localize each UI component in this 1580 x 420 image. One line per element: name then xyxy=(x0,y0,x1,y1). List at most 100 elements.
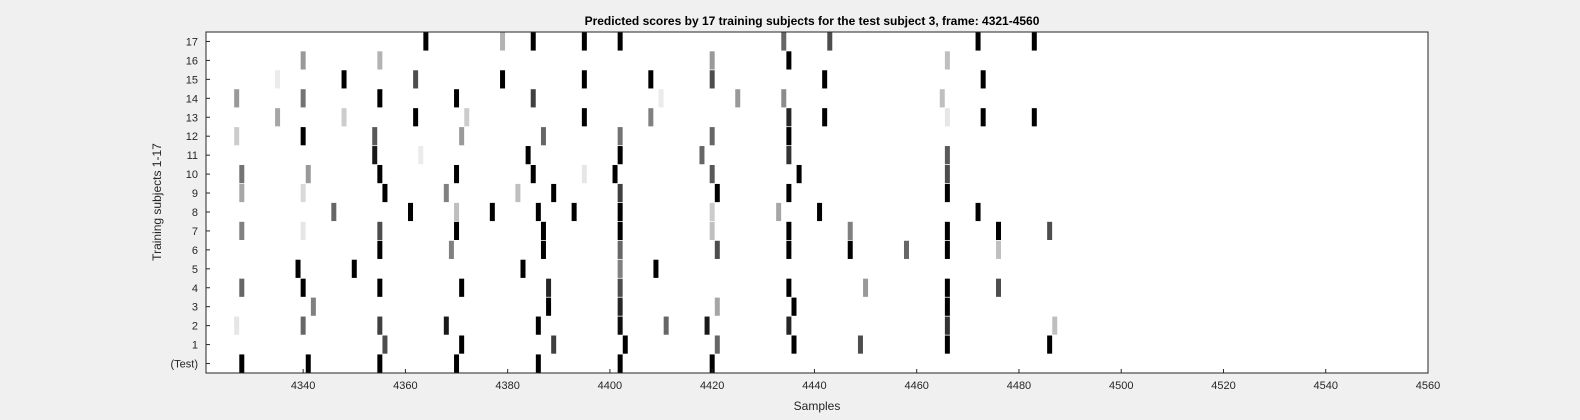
x-tick-label-4340: 4340 xyxy=(291,380,315,392)
score-mark-row-6-9 xyxy=(996,240,1002,259)
score-mark-row-11-3 xyxy=(617,146,623,165)
score-mark-row-9-2 xyxy=(382,183,388,203)
score-mark-row-8-6 xyxy=(617,202,623,222)
score-mark-row-test-4 xyxy=(535,354,541,373)
plot-area xyxy=(205,31,1429,374)
y-tick-label-1: 1 xyxy=(192,340,198,352)
score-mark-row-16-1 xyxy=(377,51,383,70)
score-mark-row-2-10 xyxy=(1052,316,1058,335)
x-tick-label-4360: 4360 xyxy=(393,380,417,392)
score-mark-row-17-1 xyxy=(500,32,506,51)
score-mark-row-8-8 xyxy=(776,202,782,222)
score-mark-row-8-10 xyxy=(975,202,981,222)
y-tick-label-5: 5 xyxy=(192,264,198,276)
score-mark-row-9-9 xyxy=(944,183,950,203)
score-mark-row-7-5 xyxy=(617,221,623,241)
score-mark-row-12-6 xyxy=(709,127,715,146)
score-mark-row-3-0 xyxy=(310,297,316,316)
score-mark-row-10-4 xyxy=(530,164,536,184)
score-mark-row-13-3 xyxy=(464,108,470,127)
x-tick-label-4460: 4460 xyxy=(904,380,928,392)
y-tick-label-8: 8 xyxy=(192,207,198,219)
score-mark-row-6-3 xyxy=(617,240,623,259)
score-mark-row-test-5 xyxy=(617,354,623,373)
score-mark-row-2-2 xyxy=(377,316,383,335)
score-mark-row-10-5 xyxy=(581,164,587,184)
score-mark-row-1-3 xyxy=(622,335,628,354)
score-mark-row-6-5 xyxy=(786,240,792,259)
score-mark-row-7-6 xyxy=(709,221,715,241)
score-mark-row-2-8 xyxy=(786,316,792,335)
score-mark-row-11-0 xyxy=(372,146,378,165)
score-mark-row-9-0 xyxy=(239,183,245,203)
score-mark-row-1-0 xyxy=(382,335,388,354)
score-mark-row-4-5 xyxy=(617,278,623,297)
score-mark-row-4-7 xyxy=(863,278,869,297)
score-mark-row-17-7 xyxy=(975,32,981,51)
score-mark-row-13-5 xyxy=(648,108,654,127)
x-tick-label-4520: 4520 xyxy=(1211,380,1235,392)
score-mark-row-14-3 xyxy=(454,89,460,108)
score-mark-row-14-0 xyxy=(234,89,240,108)
score-mark-row-2-3 xyxy=(443,316,449,335)
score-mark-row-12-2 xyxy=(372,127,378,146)
y-tick-label-9: 9 xyxy=(192,188,198,200)
score-mark-row-15-7 xyxy=(822,70,828,89)
x-tick-label-4540: 4540 xyxy=(1313,380,1337,392)
score-mark-row-8-3 xyxy=(489,202,495,222)
x-tick-label-4480: 4480 xyxy=(1007,380,1031,392)
score-mark-row-16-4 xyxy=(944,51,950,70)
plot-border xyxy=(205,31,1429,374)
score-mark-row-3-2 xyxy=(617,297,623,316)
score-mark-row-15-2 xyxy=(413,70,419,89)
score-mark-row-test-2 xyxy=(377,354,383,373)
y-tick-label-10: 10 xyxy=(186,169,198,181)
score-mark-row-13-10 xyxy=(1031,108,1037,127)
score-mark-row-1-2 xyxy=(551,335,557,354)
score-mark-row-9-7 xyxy=(714,183,720,203)
score-mark-row-6-2 xyxy=(540,240,546,259)
score-mark-row-11-5 xyxy=(786,146,792,165)
score-mark-row-2-5 xyxy=(617,316,623,335)
y-tick-label-2: 2 xyxy=(192,321,198,333)
score-mark-row-17-6 xyxy=(827,32,833,51)
score-mark-row-7-2 xyxy=(377,221,383,241)
score-mark-row-5-4 xyxy=(653,259,659,278)
score-mark-row-8-9 xyxy=(817,202,823,222)
x-tick-label-4500: 4500 xyxy=(1109,380,1133,392)
score-mark-row-10-3 xyxy=(454,164,460,184)
y-tick-label-6: 6 xyxy=(192,245,198,257)
score-mark-row-13-9 xyxy=(980,108,986,127)
score-mark-row-15-5 xyxy=(648,70,654,89)
score-mark-row-2-0 xyxy=(234,316,240,335)
score-mark-row-11-4 xyxy=(699,146,705,165)
score-mark-row-10-6 xyxy=(612,164,618,184)
score-mark-row-14-1 xyxy=(300,89,306,108)
score-mark-row-4-9 xyxy=(996,278,1002,297)
score-mark-row-1-6 xyxy=(857,335,863,354)
score-mark-row-7-4 xyxy=(540,221,546,241)
score-mark-row-5-2 xyxy=(520,259,526,278)
score-mark-row-7-10 xyxy=(996,221,1002,241)
score-mark-row-2-1 xyxy=(300,316,306,335)
score-mark-row-10-9 xyxy=(944,164,950,184)
score-mark-row-10-8 xyxy=(796,164,802,184)
score-mark-row-2-7 xyxy=(704,316,710,335)
score-mark-row-8-7 xyxy=(709,202,715,222)
score-mark-row-8-2 xyxy=(454,202,460,222)
score-mark-row-10-1 xyxy=(305,164,311,184)
score-mark-row-17-5 xyxy=(781,32,787,51)
score-mark-row-4-4 xyxy=(546,278,552,297)
score-mark-row-7-8 xyxy=(847,221,853,241)
score-mark-row-17-3 xyxy=(581,32,587,51)
score-mark-row-11-2 xyxy=(525,146,531,165)
y-tick-label-13: 13 xyxy=(186,112,198,124)
score-mark-row-9-5 xyxy=(551,183,557,203)
score-mark-row-11-1 xyxy=(418,146,424,165)
score-mark-row-14-4 xyxy=(530,89,536,108)
score-mark-row-16-3 xyxy=(786,51,792,70)
score-mark-row-1-4 xyxy=(714,335,720,354)
